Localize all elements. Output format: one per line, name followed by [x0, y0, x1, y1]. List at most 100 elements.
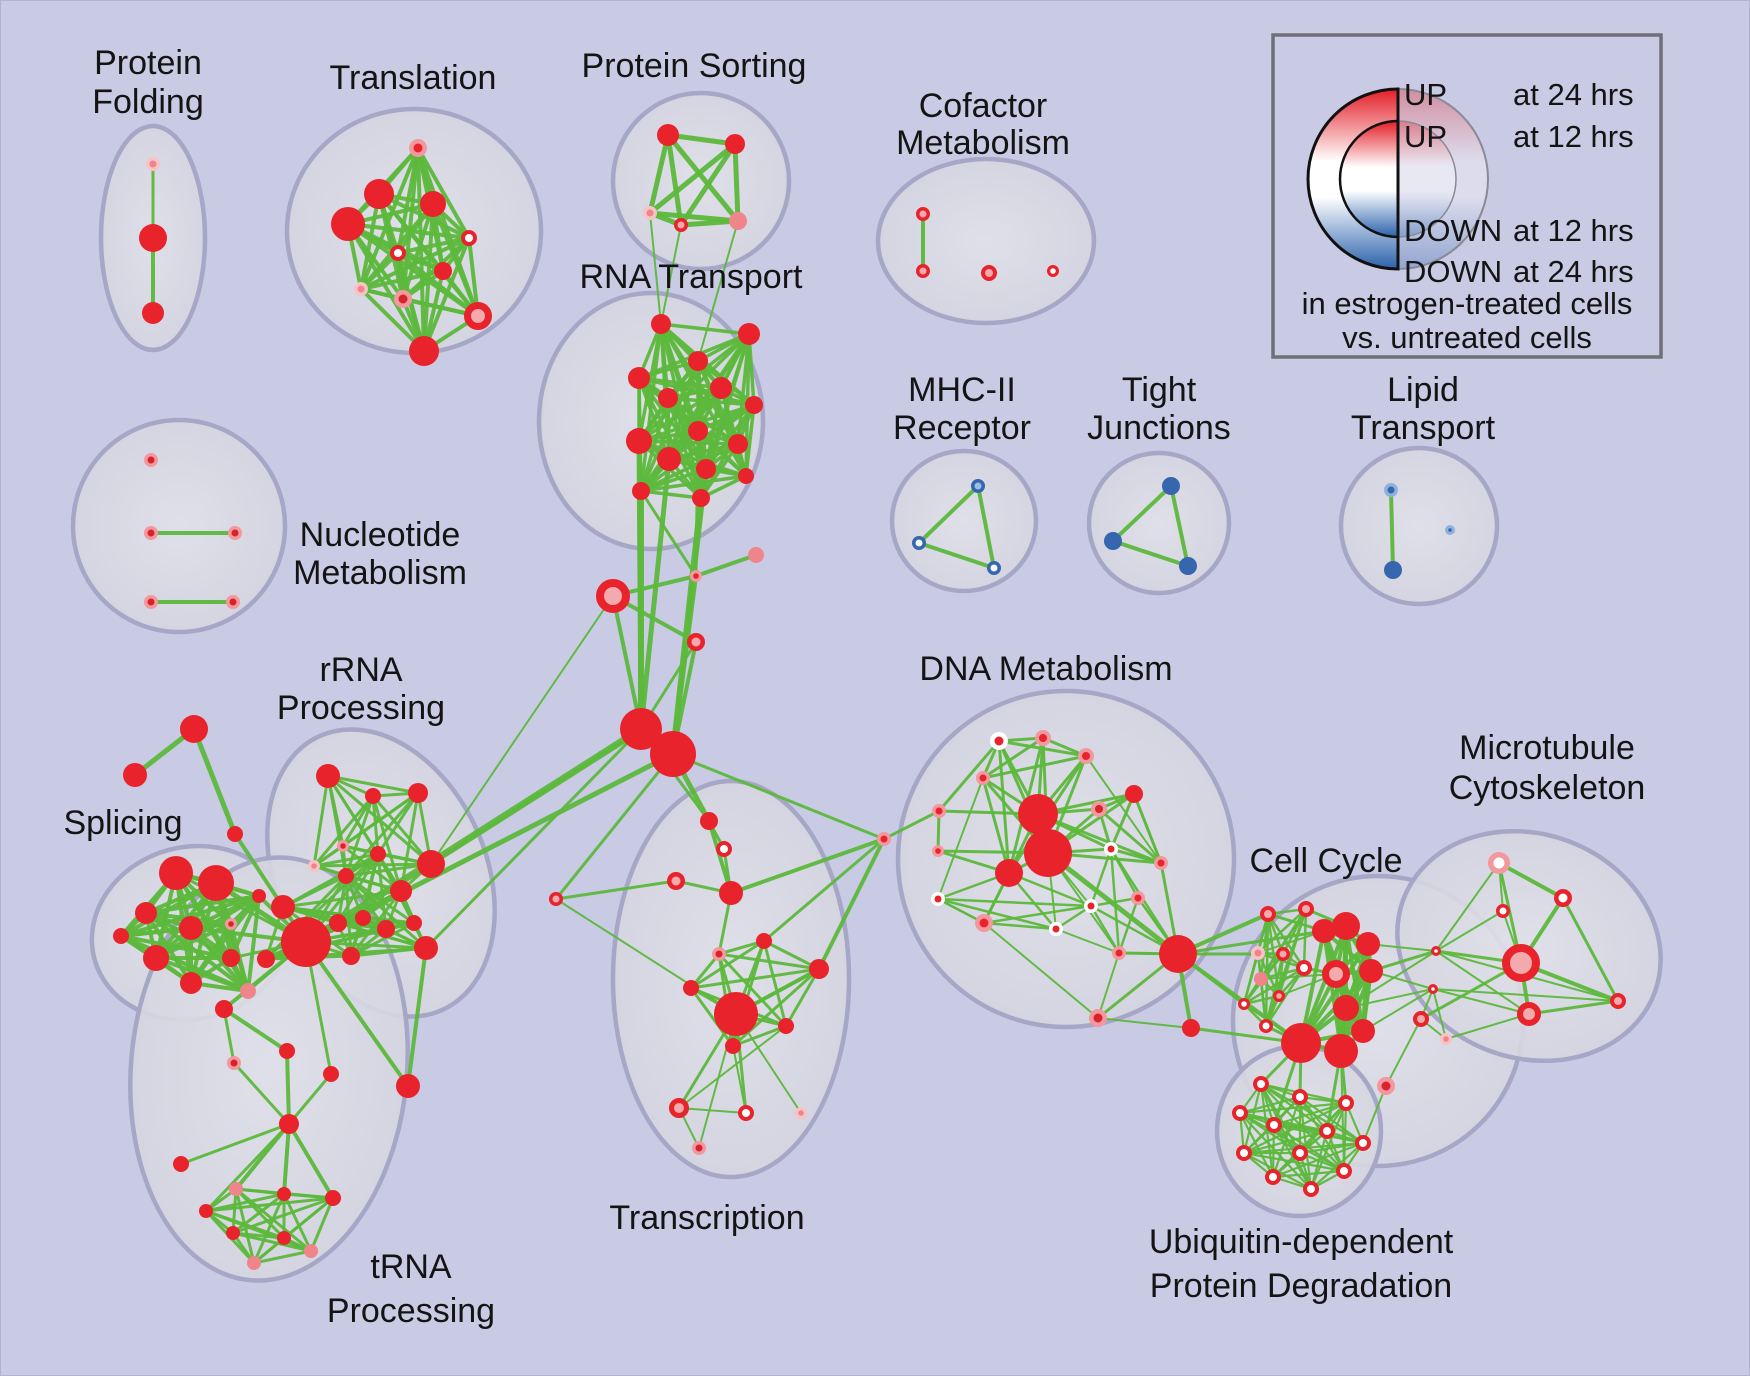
- network-node: [710, 377, 732, 399]
- network-node: [651, 314, 671, 334]
- network-edge: [1435, 910, 1504, 952]
- network-node: [1554, 889, 1572, 907]
- network-node: [714, 992, 758, 1036]
- network-edge: [1362, 1085, 1387, 1144]
- network-node: [338, 868, 354, 884]
- network-edge: [341, 844, 403, 893]
- network-node: [337, 839, 350, 852]
- network-node: [1332, 912, 1360, 940]
- network-node: [916, 264, 930, 278]
- network-node: [257, 950, 275, 968]
- network-edge: [336, 852, 380, 925]
- network-edge: [406, 946, 428, 1088]
- cluster-label-transcription: Transcription: [609, 1199, 804, 1237]
- network-edge: [707, 819, 733, 895]
- network-node: [1024, 829, 1072, 877]
- network-node: [877, 832, 891, 846]
- network-node: [725, 1038, 741, 1054]
- network-node: [1078, 748, 1094, 764]
- network-edge: [1264, 966, 1306, 1028]
- network-edge: [1238, 1095, 1302, 1115]
- network-edge: [689, 967, 821, 990]
- network-edge: [303, 751, 676, 945]
- network-node: [1296, 960, 1312, 976]
- network-node: [1336, 1163, 1352, 1179]
- network-node: [1276, 947, 1290, 961]
- network-node: [143, 945, 169, 971]
- network-edge: [1272, 1101, 1348, 1127]
- network-node: [995, 859, 1023, 887]
- network-edge: [232, 1061, 291, 1126]
- network-node: [729, 212, 747, 230]
- network-node: [1322, 960, 1350, 988]
- network-node: [738, 1105, 754, 1121]
- network-node: [342, 947, 360, 965]
- network-node: [687, 633, 705, 651]
- network-node: [1125, 785, 1143, 803]
- network-node: [123, 763, 147, 787]
- network-node: [1251, 946, 1265, 960]
- network-edge: [678, 141, 738, 228]
- network-node: [1377, 1077, 1395, 1095]
- network-node: [1355, 1135, 1371, 1151]
- network-node: [1035, 730, 1051, 746]
- cluster-label-translation: Translation: [330, 59, 497, 97]
- network-edge: [341, 794, 375, 848]
- network-edge: [222, 1007, 289, 1053]
- network-node: [1384, 561, 1402, 579]
- network-edge: [637, 439, 740, 446]
- network-node: [626, 428, 652, 454]
- network-node: [738, 323, 760, 345]
- network-edge: [671, 574, 698, 756]
- network-edge: [937, 777, 984, 900]
- network-edge: [119, 934, 233, 960]
- network-edge: [917, 484, 980, 545]
- network-edge: [1085, 755, 1162, 864]
- network-edge: [1169, 484, 1190, 568]
- network-node: [409, 139, 427, 157]
- network-node: [277, 1231, 291, 1245]
- cluster-label-rrna-processing: rRNA: [319, 651, 402, 689]
- network-node: [173, 1156, 189, 1172]
- network-edge: [1007, 871, 1093, 908]
- network-edge: [784, 967, 821, 1028]
- network-node: [247, 1256, 261, 1270]
- network-edge: [1109, 792, 1136, 851]
- network-edge: [983, 922, 1099, 1019]
- network-edge: [647, 141, 738, 216]
- network-edge: [359, 146, 420, 291]
- network-edge: [976, 484, 996, 570]
- network-edge: [349, 921, 416, 958]
- network-node: [728, 434, 748, 454]
- network-node: [139, 224, 167, 252]
- network-edge: [917, 541, 996, 570]
- network-node: [987, 561, 1001, 575]
- network-node: [778, 1018, 794, 1034]
- network-node: [1496, 904, 1510, 918]
- network-edge: [637, 439, 748, 478]
- network-node: [748, 547, 764, 563]
- network-node: [406, 915, 422, 931]
- network-edge: [1340, 1050, 1345, 1172]
- network-node: [222, 949, 240, 967]
- network-node: [1179, 557, 1197, 575]
- network-edge: [554, 879, 678, 901]
- network-edge: [1109, 847, 1163, 865]
- cluster-label-lipid-transport: Lipid: [1387, 371, 1459, 409]
- network-node: [1413, 1011, 1429, 1027]
- network-node: [390, 880, 412, 902]
- network-edge: [698, 1013, 737, 1149]
- network-edge: [1045, 850, 1181, 957]
- network-node: [990, 732, 1008, 750]
- network-edge: [119, 934, 250, 993]
- network-edge: [281, 905, 428, 950]
- network-edge: [732, 1045, 747, 1114]
- network-node: [1159, 935, 1197, 973]
- network-edge: [1036, 812, 1163, 865]
- cluster-ellipse-nucleotide-metabolism: [70, 417, 288, 635]
- network-node: [657, 124, 679, 146]
- network-edge: [1345, 988, 1434, 1009]
- network-node: [228, 526, 242, 540]
